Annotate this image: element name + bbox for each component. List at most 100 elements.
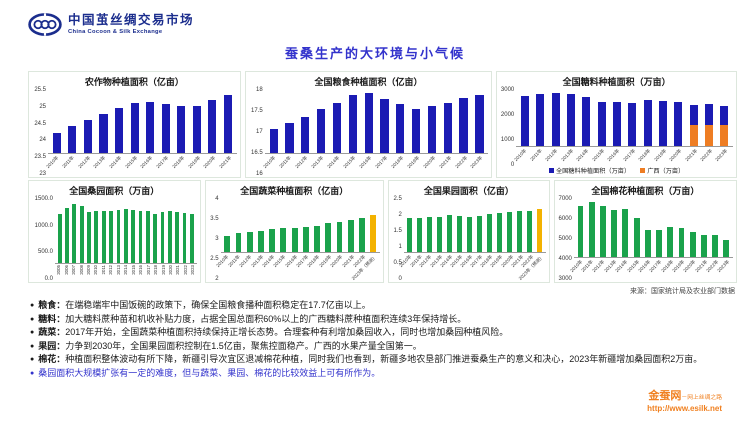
bar [189, 214, 194, 263]
bar-slot [159, 199, 166, 263]
bar [597, 101, 606, 146]
x-slot: 2015 [130, 264, 137, 279]
brand-text: 中国茧丝绸交易市场 China Cocoon & Silk Exchange [68, 14, 194, 36]
bar-slot [517, 90, 532, 146]
x-tick-label: 2012年 [76, 155, 91, 170]
chart-legend [32, 174, 237, 176]
bullet-text: 力争到2030年，全国果园面积控制在1.5亿亩，聚焦控面稳产。广西的水果产量全国… [65, 340, 422, 351]
bar [72, 204, 77, 263]
y-tick-label: 16 [256, 171, 263, 177]
plot-area [55, 199, 197, 264]
y-tick-label: 2000 [500, 112, 515, 118]
bar-slot [445, 199, 455, 252]
x-tick-label: 2018年 [637, 148, 652, 163]
bar [223, 95, 232, 153]
x-slot: 2021 [174, 264, 181, 279]
bar-slot [255, 199, 266, 252]
bar [336, 222, 343, 252]
bar-slot [107, 199, 114, 263]
bullet-label: 果园： [38, 340, 66, 351]
bar-overlay-segment [720, 125, 729, 146]
bar [443, 102, 452, 153]
plot-area [573, 199, 733, 258]
x-slot: 2023年 [470, 154, 488, 174]
bar [175, 211, 180, 263]
bar [208, 100, 217, 153]
x-tick-label: 2017年 [621, 148, 636, 163]
x-tick-label: 2014年 [326, 155, 341, 170]
bar-slot [455, 199, 465, 252]
bar-slot [122, 199, 129, 263]
legend-label: 全国糖料种植面积（万亩） [555, 168, 631, 175]
bar-slot [563, 90, 578, 146]
bar [527, 210, 533, 252]
bar [153, 214, 158, 263]
x-tick-label: 2011年 [61, 155, 76, 169]
x-tick-label: 2021年 [437, 155, 452, 170]
legend-item: 全国糖料种植面积（万亩） [548, 166, 631, 175]
x-slot: 2022 [182, 264, 189, 279]
x-tick-label: 2014年 [108, 155, 123, 170]
legend-swatch-icon [548, 168, 554, 173]
x-tick-label: 2014 [123, 265, 129, 275]
y-tick-label: 7000 [558, 196, 572, 202]
bar [396, 104, 405, 153]
x-tick-label: 2005 [56, 265, 62, 275]
bar-slot [408, 90, 424, 153]
bar-slot [323, 199, 334, 252]
y-tick-label: 3000 [500, 87, 515, 93]
brand-name-en: China Cocoon & Silk Exchange [68, 29, 163, 35]
x-tick-label: 2013年 [92, 155, 107, 170]
x-slot: 2014 [122, 264, 129, 279]
x-tick-label: 2015年 [590, 148, 605, 163]
bar-slot [456, 90, 472, 153]
bar [720, 105, 729, 146]
x-tick-label: 2006 [63, 265, 69, 275]
x-tick-label: 2017年 [374, 155, 389, 170]
bar-slot [721, 199, 732, 257]
chart-panel-mulberry-area: 全国桑园面积（万亩） 0.0 500.0 1000.0 1500.0 2005 2006… [28, 180, 201, 283]
bar-slot [415, 199, 425, 252]
x-tick-label: 2011 [100, 265, 106, 275]
bar [411, 108, 421, 153]
x-slot: 2016年 [606, 147, 624, 165]
bullet-dot-icon: ● [30, 302, 35, 309]
bullet-label: 粮食： [38, 300, 66, 310]
bar-slot [297, 90, 313, 153]
x-axis: 2010年 2011年 2012年 2013年 2014年 2015年 2016年 2017年… [216, 253, 380, 281]
x-slot: 2010 [92, 264, 99, 279]
chart-title: 全国糖料种植面积（万亩） [562, 77, 671, 87]
bar [551, 93, 560, 146]
bar [537, 209, 543, 252]
bar-slot [329, 90, 345, 153]
x-tick-label: 2015 [130, 265, 136, 275]
x-tick-label: 2016 [138, 265, 144, 275]
x-tick-label: 2010年 [513, 148, 528, 163]
x-slot: 2018 [152, 264, 159, 279]
bar [269, 129, 278, 153]
bar-slot [289, 199, 300, 252]
bar-slot [631, 199, 642, 257]
chart-panel-cotton-area: 全国棉花种植面积（万亩） 3000 4000 5000 6000 7000 2010年 2… [553, 180, 737, 283]
bar-slot [653, 199, 664, 257]
bar [611, 209, 618, 257]
bullet-dot-icon: ● [30, 369, 35, 377]
x-tick-label: 2010 [93, 265, 99, 275]
chart-title: 全国粮食种植面积（亿亩） [314, 77, 423, 87]
charts-row-2: 全国桑园面积（万亩） 0.0 500.0 1000.0 1500.0 2005 2006… [28, 180, 737, 283]
header: 中国茧丝绸交易市场 China Cocoon & Silk Exchange [28, 11, 194, 38]
y-tick-label: 0.0 [44, 276, 53, 282]
bar-slot [377, 90, 393, 153]
bullet-text: 在端稳端牢中国饭碗的政策下，确保全国粮食播种面积稳定在17.7亿亩以上。 [65, 300, 371, 310]
bar [600, 205, 606, 257]
bar [437, 216, 443, 252]
bar [325, 223, 332, 252]
x-slot: 2018年 [637, 147, 655, 165]
bar [123, 209, 128, 263]
bar [291, 227, 298, 252]
bullet-item: ● 桑园面积大规模扩张有一定的难度，但与蔬菜、果园、棉花的比较效益上可有所作为。 [30, 367, 742, 381]
y-axis: 2 2.5 3 3.5 4 [209, 196, 221, 282]
bar [257, 230, 264, 252]
bar [114, 108, 124, 153]
